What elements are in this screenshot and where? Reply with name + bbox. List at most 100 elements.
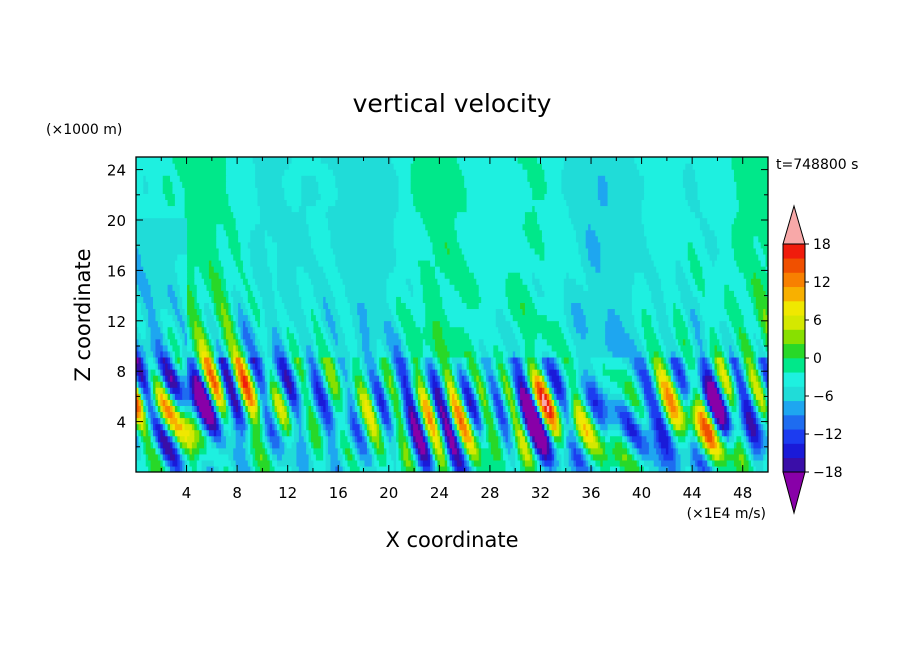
field-cell — [213, 405, 217, 413]
field-cell — [235, 320, 239, 328]
field-cell — [398, 199, 414, 207]
field-cell — [417, 405, 421, 413]
field-cell — [685, 411, 689, 419]
field-cell — [678, 411, 682, 419]
field-cell — [216, 405, 220, 413]
field-cell — [238, 362, 244, 370]
field-cell — [721, 441, 725, 449]
field-cell — [631, 453, 635, 461]
field-cell — [512, 435, 516, 443]
field-cell — [279, 423, 283, 431]
field-cell — [680, 423, 686, 431]
field-cell — [665, 387, 669, 394]
field-cell — [357, 405, 361, 413]
field-cell — [313, 387, 317, 394]
field-cell — [629, 332, 640, 340]
field-cell — [738, 393, 742, 400]
field-cell — [284, 423, 288, 431]
field-cell — [707, 350, 711, 358]
field-cell — [724, 429, 728, 437]
field-cell — [354, 441, 358, 449]
field-cell — [653, 259, 677, 267]
field-cell — [653, 393, 657, 400]
field-cell — [473, 429, 477, 437]
field-cell — [174, 320, 181, 328]
field-cell — [357, 302, 366, 310]
field-cell — [709, 411, 713, 419]
field-cell — [575, 350, 614, 358]
field-cell — [403, 356, 407, 364]
field-cell — [682, 181, 699, 188]
field-cell — [182, 296, 188, 303]
field-cell — [719, 338, 723, 346]
field-cell — [716, 235, 733, 243]
field-cell — [252, 393, 256, 400]
field-cell — [580, 453, 584, 461]
field-cell — [286, 405, 290, 413]
field-cell — [225, 278, 244, 285]
field-cell — [306, 217, 329, 225]
field-cell — [233, 362, 237, 370]
field-cell — [512, 387, 516, 394]
field-cell — [264, 350, 268, 358]
field-cell — [434, 369, 439, 376]
field-cell — [376, 417, 380, 425]
field-cell — [692, 465, 699, 472]
field-cell — [337, 362, 341, 370]
field-cell — [148, 314, 157, 322]
field-cell — [471, 375, 475, 382]
field-cell — [301, 423, 305, 431]
field-cell — [386, 459, 395, 467]
field-cell — [537, 387, 541, 394]
field-cell — [678, 344, 682, 352]
field-cell — [675, 465, 682, 472]
field-cell — [724, 296, 737, 303]
field-cell — [255, 405, 259, 413]
field-cell — [274, 362, 278, 370]
field-cell — [624, 435, 628, 443]
field-cell — [257, 411, 261, 419]
field-cell — [199, 314, 203, 322]
field-cell — [505, 362, 509, 370]
field-cell — [716, 417, 720, 425]
field-cell — [580, 332, 587, 340]
field-cell — [157, 453, 161, 461]
field-cell — [250, 435, 254, 443]
field-cell — [136, 405, 140, 413]
field-cell — [177, 272, 188, 279]
field-cell — [532, 435, 536, 443]
field-cell — [685, 435, 691, 443]
field-cell — [342, 387, 346, 394]
field-cell — [155, 399, 159, 406]
field-cell — [364, 411, 368, 419]
field-cell — [362, 465, 378, 472]
field-cell — [695, 423, 699, 431]
field-cell — [383, 447, 387, 455]
field-cell — [707, 399, 711, 406]
field-cell — [362, 356, 366, 364]
field-cell — [478, 290, 507, 297]
field-cell — [138, 441, 142, 449]
field-cell — [140, 429, 144, 437]
field-cell — [247, 393, 251, 400]
field-cell — [332, 423, 336, 431]
field-cell — [753, 302, 757, 310]
field-cell — [284, 193, 302, 201]
field-cell — [386, 278, 407, 285]
field-cell — [136, 441, 140, 449]
field-cell — [155, 393, 159, 400]
field-cell — [617, 381, 626, 388]
field-cell — [644, 405, 648, 413]
field-cell — [403, 405, 407, 413]
field-cell — [279, 320, 295, 328]
field-cell — [692, 417, 696, 425]
field-cell — [743, 441, 747, 449]
field-cell — [760, 278, 768, 285]
field-cell — [162, 175, 171, 182]
field-cell — [264, 375, 268, 382]
field-cell — [155, 362, 159, 370]
field-cell — [690, 447, 694, 455]
field-cell — [206, 393, 210, 400]
field-cell — [160, 399, 164, 406]
field-cell — [707, 447, 711, 455]
